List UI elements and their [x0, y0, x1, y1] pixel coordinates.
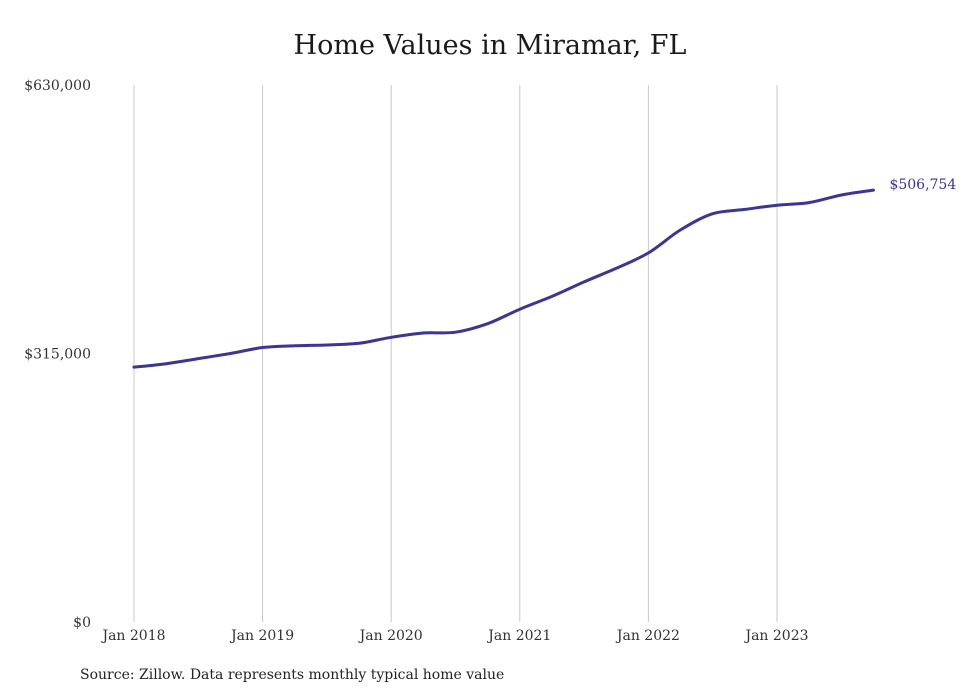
y-tick-label: $315,000	[24, 347, 91, 363]
y-tick-label: $0	[73, 615, 91, 631]
x-tick-label: Jan 2018	[100, 628, 165, 644]
x-tick-label: Jan 2023	[743, 628, 808, 644]
y-tick-label: $630,000	[24, 78, 91, 94]
chart-title: Home Values in Miramar, FL	[293, 30, 687, 61]
series-line	[132, 188, 875, 369]
end-value-label: $506,754	[889, 177, 956, 193]
x-tick-label: Jan 2019	[229, 628, 294, 644]
x-tick-label: Jan 2022	[615, 628, 680, 644]
source-note: Source: Zillow. Data represents monthly …	[80, 667, 505, 683]
x-tick-label: Jan 2020	[358, 628, 423, 644]
x-tick-label: Jan 2021	[486, 628, 551, 644]
